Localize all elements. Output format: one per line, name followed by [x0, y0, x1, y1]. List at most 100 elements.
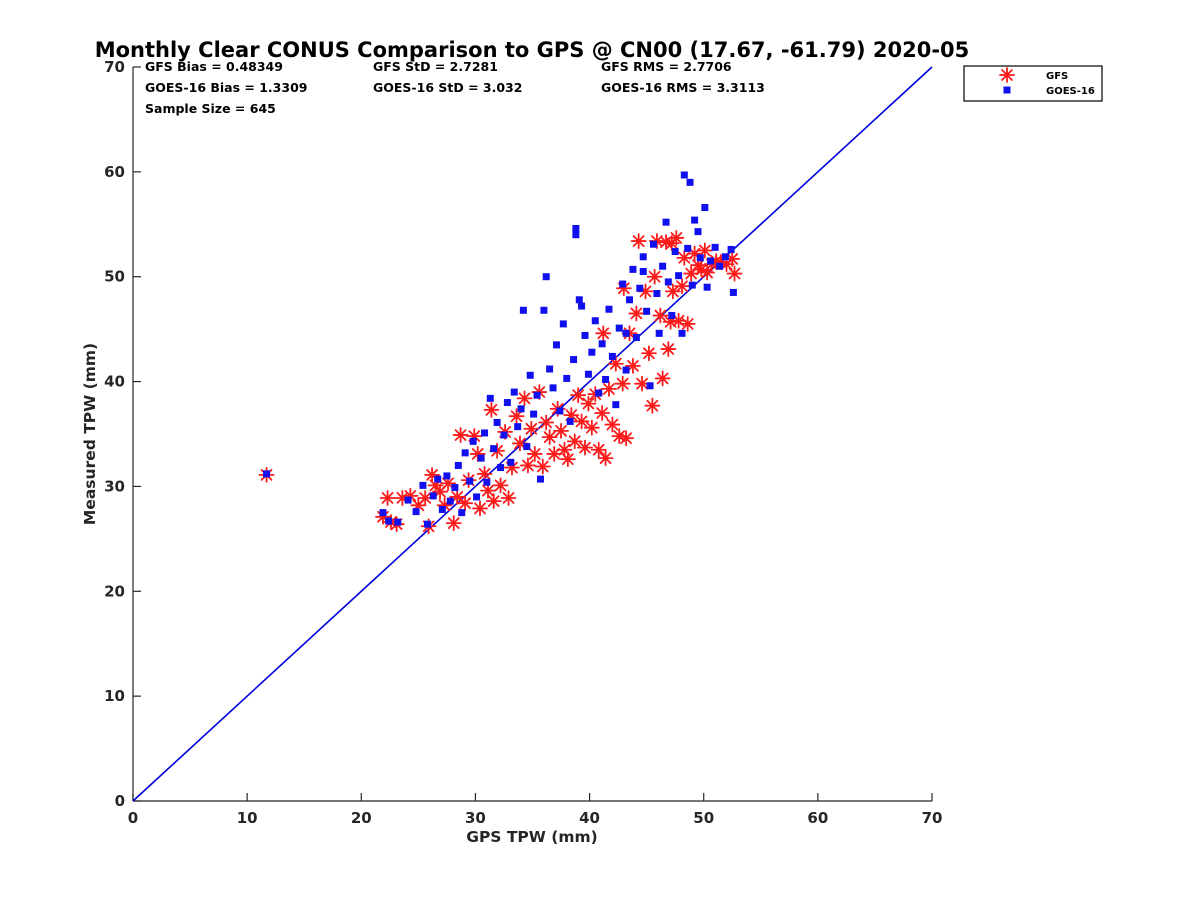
- goes-16-point: [581, 331, 589, 339]
- goes-16-point: [486, 394, 494, 402]
- goes-16-point: [716, 262, 724, 270]
- gfs-point: [646, 268, 663, 285]
- x-ticks: 0 10 20 30 40 50 60 70: [128, 793, 943, 827]
- gfs-point: [663, 235, 680, 252]
- goes-16-point: [552, 341, 560, 349]
- goes-16-point: [598, 340, 606, 348]
- gfs-point: [641, 345, 657, 362]
- stat-goes-rms: GOES-16 RMS = 3.3113: [601, 80, 765, 95]
- gfs-point: [597, 450, 614, 467]
- series-layer: [258, 171, 743, 535]
- y-tick-label: 30: [104, 477, 125, 495]
- goes-16-point: [646, 382, 654, 390]
- goes-16-point: [570, 356, 578, 364]
- gfs-point: [559, 451, 576, 468]
- goes-16-point: [662, 218, 670, 226]
- goes-16-point: [536, 475, 544, 483]
- x-tick-label: 10: [237, 809, 258, 827]
- goes-16-point: [578, 302, 586, 310]
- gfs-point: [664, 283, 681, 300]
- legend-goes-marker: [1003, 86, 1011, 94]
- y-tick-label: 50: [104, 268, 125, 286]
- goes-16-point: [572, 224, 580, 232]
- gfs-point: [601, 381, 617, 397]
- goes-16-point: [605, 305, 613, 313]
- legend-gfs-marker: [999, 67, 1015, 83]
- goes-16-point: [684, 244, 692, 252]
- goes-16-point: [514, 423, 522, 431]
- gfs-point: [696, 242, 713, 259]
- goes-16-point: [563, 374, 571, 382]
- y-tick-label: 20: [104, 582, 125, 600]
- legend-box: [963, 65, 1103, 102]
- gfs-point: [683, 265, 700, 282]
- goes-16-point: [546, 365, 554, 373]
- goes-16-point: [533, 391, 541, 399]
- gfs-point: [553, 422, 569, 439]
- goes-16-point: [622, 366, 630, 374]
- statistics-block: GFS Bias = 0.48349 GFS StD = 2.7281 GFS …: [145, 59, 765, 116]
- goes-16-point: [612, 401, 620, 409]
- x-tick-label: 40: [579, 809, 600, 827]
- goes-16-point: [473, 493, 481, 501]
- goes-16-point: [461, 449, 469, 457]
- goes-16-point: [608, 352, 616, 360]
- gfs-point: [508, 408, 525, 425]
- gfs-point: [577, 439, 593, 456]
- gfs-point: [566, 433, 583, 450]
- legend: GFS GOES-16: [963, 65, 1103, 102]
- goes-16-point: [629, 265, 637, 273]
- gfs-point: [546, 446, 563, 462]
- goes-16-point: [394, 518, 402, 526]
- y-tick-label: 0: [115, 792, 125, 810]
- goes-16-point: [671, 248, 679, 256]
- goes-16-point: [721, 253, 729, 261]
- goes-16-point: [549, 384, 557, 392]
- gfs-point: [679, 315, 696, 332]
- goes-16-point: [507, 458, 515, 466]
- goes-16-point: [691, 216, 699, 224]
- gfs-point: [449, 489, 466, 505]
- goes-16-point: [454, 461, 462, 469]
- stat-gfs-bias: GFS Bias = 0.48349: [145, 59, 283, 74]
- goes-16-point: [451, 483, 459, 491]
- x-tick-label: 20: [351, 809, 372, 827]
- y-axis-label: Measured TPW (mm): [81, 343, 99, 525]
- goes-16-point: [429, 492, 437, 500]
- gfs-point: [523, 420, 540, 437]
- legend-gfs-label: GFS: [1046, 71, 1068, 82]
- goes-16-point: [584, 370, 592, 378]
- goes-16-point: [572, 231, 580, 239]
- gfs-point: [590, 441, 607, 458]
- gfs-point: [445, 515, 462, 532]
- y-tick-label: 60: [104, 163, 125, 181]
- goes-16-point: [438, 505, 446, 513]
- gfs-point: [630, 233, 647, 249]
- gfs-point: [614, 375, 631, 392]
- goes-16-point: [707, 257, 715, 265]
- gfs-point: [611, 428, 628, 444]
- goes-16-point: [466, 477, 474, 485]
- stat-goes-bias: GOES-16 Bias = 1.3309: [145, 80, 307, 95]
- goes-16-point: [566, 417, 574, 425]
- goes-16-point: [519, 306, 527, 314]
- goes-16-point: [588, 348, 596, 356]
- goes-16-point: [419, 481, 427, 489]
- goes-16-point: [517, 405, 525, 413]
- goes-16-point: [675, 272, 683, 280]
- one-to-one-reference-line: [132, 66, 933, 802]
- goes-16-point: [639, 267, 647, 275]
- goes-16-point: [622, 329, 630, 337]
- goes-16-point: [379, 509, 387, 517]
- goes-16-point: [446, 497, 454, 505]
- goes-16-point: [653, 289, 661, 297]
- goes-16-point: [481, 429, 489, 437]
- gfs-point: [500, 490, 517, 506]
- goes-16-point: [530, 410, 538, 418]
- gfs-point: [452, 427, 469, 443]
- goes-16-point: [727, 245, 735, 253]
- gfs-point: [541, 429, 558, 446]
- gfs-point: [485, 493, 502, 510]
- gfs-point: [516, 390, 533, 407]
- x-tick-label: 70: [922, 809, 943, 827]
